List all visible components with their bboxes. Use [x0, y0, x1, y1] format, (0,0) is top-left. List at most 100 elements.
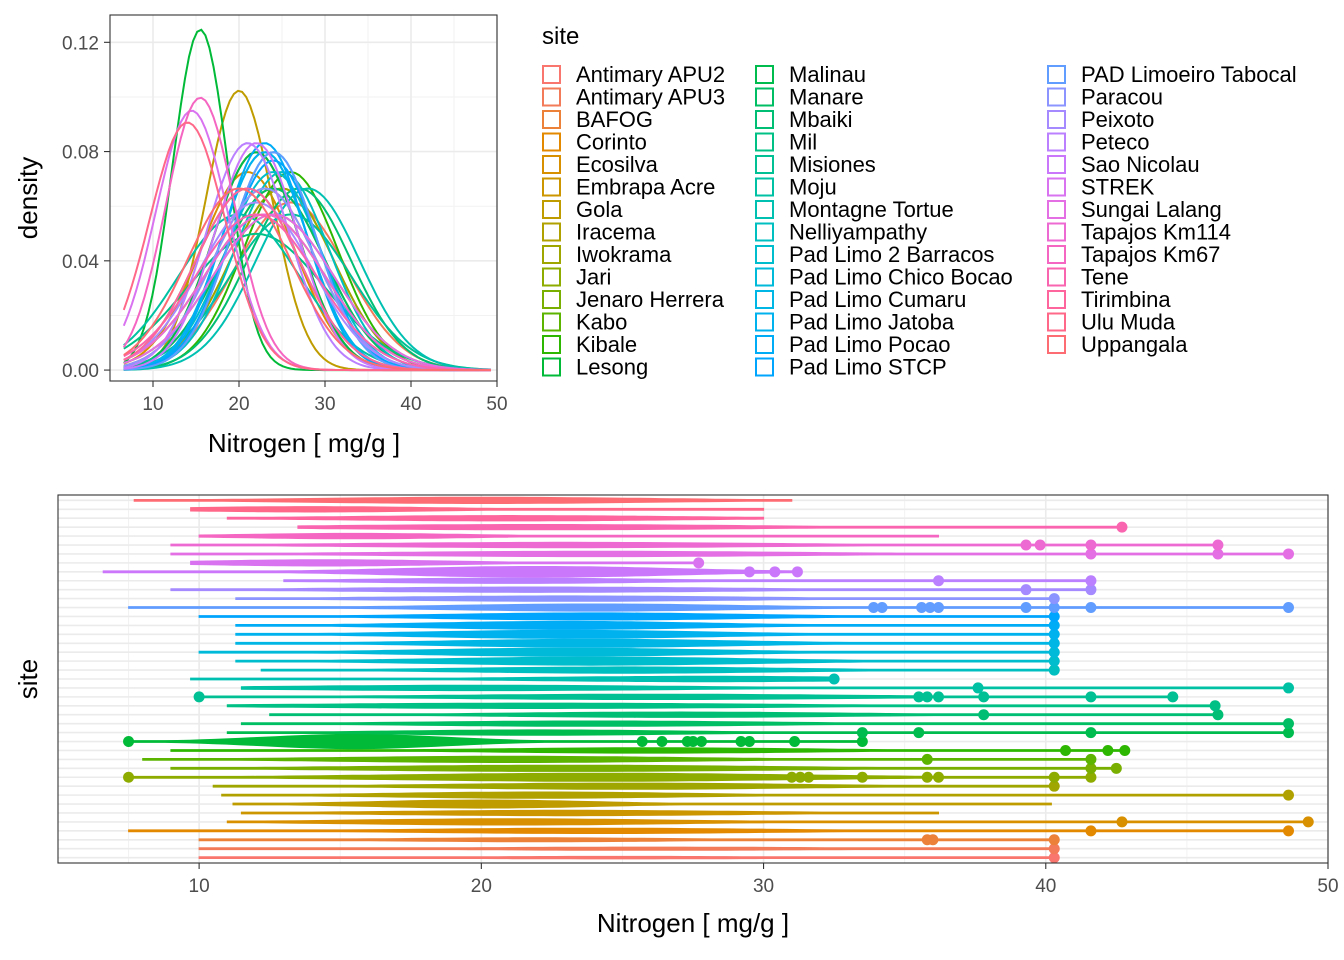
legend-key: [755, 267, 774, 287]
outlier-point: [1048, 610, 1060, 622]
legend-label: Antimary APU2: [576, 62, 725, 87]
outlier-point: [656, 736, 668, 748]
legend-key: [1047, 132, 1066, 152]
legend-label: Mil: [789, 130, 817, 155]
outlier-point: [1048, 619, 1060, 631]
legend-label: Pad Limo Pocao: [789, 332, 950, 357]
legend-key: [755, 65, 774, 84]
violin-panel: 10 20 30 40 50 Nitrogen [ mg/g ] site: [13, 494, 1339, 938]
legend-key: [1047, 155, 1066, 174]
legend-item: Pad Limo 2 Barracos: [755, 242, 994, 267]
outlier-point: [1048, 646, 1060, 658]
legend-item: Peteco: [1047, 130, 1150, 155]
outlier-point: [1282, 682, 1294, 694]
outlier-point: [1085, 539, 1097, 551]
violin-y-axis-title: site: [13, 659, 43, 699]
density-panel: 10 20 30 40 50 0.00 0.04 0.08 0.12 Nitrogen [ m…: [13, 14, 508, 458]
legend-label: Pad Limo STCP: [789, 355, 947, 380]
legend-key: [542, 87, 561, 107]
outlier-point: [693, 557, 705, 569]
outlier-point: [794, 771, 806, 783]
outlier-point: [791, 566, 803, 578]
outlier-point: [1085, 602, 1097, 614]
legend-key: [755, 290, 774, 309]
violins: [102, 496, 1309, 860]
legend-key: [755, 87, 774, 107]
outlier-point: [1209, 700, 1221, 712]
legend-item: Kabo: [542, 310, 627, 335]
legend-key: [755, 222, 774, 242]
outlier-point: [786, 771, 798, 783]
outlier-point: [1048, 602, 1060, 614]
density-curve-36: [123, 213, 491, 371]
outlier-point: [1085, 771, 1097, 783]
legend-item: Pad Limo Chico Bocao: [755, 265, 1013, 290]
legend-item: Tene: [1047, 265, 1129, 290]
density-x-tick-label: 10: [142, 394, 163, 415]
outlier-point: [868, 602, 880, 614]
outlier-point: [916, 602, 928, 614]
legend-key: [1047, 312, 1066, 332]
legend-item: STREK: [1047, 175, 1155, 200]
legend-key: [1047, 245, 1066, 264]
outlier-points: [123, 521, 1314, 864]
outlier-point: [1282, 789, 1294, 801]
outlier-point: [769, 566, 781, 578]
violin-2: [198, 846, 1055, 851]
legend-item: Kibale: [542, 332, 637, 357]
legend-key: [1047, 335, 1066, 354]
legend-label: Sao Nicolau: [1081, 152, 1200, 177]
legend-key: [542, 110, 561, 129]
outlier-point: [1085, 753, 1097, 765]
legend-item: Pad Limo STCP: [755, 355, 947, 380]
density-x-tick-label: 50: [486, 394, 507, 415]
legend-key: [755, 155, 774, 174]
legend-item: Nelliyampathy: [755, 220, 927, 245]
outlier-point: [743, 736, 755, 748]
outlier-point: [1282, 718, 1294, 730]
legend-label: Sungai Lalang: [1081, 197, 1222, 222]
outlier-point: [1212, 709, 1224, 721]
legend-item: Manare: [755, 85, 864, 110]
legend-item: Peixoto: [1047, 107, 1154, 132]
legend-item: Gola: [542, 197, 623, 222]
violin-x-ticks: 10 20 30 40 50: [189, 863, 1339, 897]
outlier-point: [803, 771, 815, 783]
legend-label: Mbaiki: [789, 107, 853, 132]
violin-39: [226, 515, 765, 522]
violin-1: [198, 855, 1055, 860]
density-x-tick-label: 40: [400, 394, 421, 415]
legend-item: Paracou: [1047, 85, 1163, 110]
outlier-point: [789, 736, 801, 748]
legend-key: [542, 222, 561, 242]
outlier-point: [1020, 584, 1032, 596]
outlier-point: [1020, 539, 1032, 551]
outlier-point: [921, 691, 933, 703]
outlier-point: [1212, 548, 1224, 560]
legend-label: Iwokrama: [576, 242, 672, 267]
legend-label: Nelliyampathy: [789, 220, 927, 245]
legend-label: Corinto: [576, 130, 647, 155]
legend-item: Ulu Muda: [1047, 310, 1176, 335]
legend-key: [1047, 200, 1066, 219]
legend-key: [542, 65, 561, 84]
violin-41: [133, 496, 793, 504]
outlier-point: [1048, 834, 1060, 846]
outlier-point: [193, 691, 205, 703]
legend-item: Ecosilva: [542, 152, 659, 177]
legend-label: Pad Limo Jatoba: [789, 310, 955, 335]
outlier-point: [695, 736, 707, 748]
outlier-point: [1085, 691, 1097, 703]
outlier-point: [1048, 628, 1060, 640]
legend-key: [755, 110, 774, 129]
legend-key: [755, 245, 774, 264]
legend-key: [542, 132, 561, 152]
legend-label: Peteco: [1081, 130, 1150, 155]
legend-key: [755, 200, 774, 219]
density-curves: [122, 28, 492, 372]
legend-label: Tirimbina: [1081, 287, 1171, 312]
density-x-tick-label: 30: [314, 394, 335, 415]
outlier-point: [1085, 825, 1097, 837]
